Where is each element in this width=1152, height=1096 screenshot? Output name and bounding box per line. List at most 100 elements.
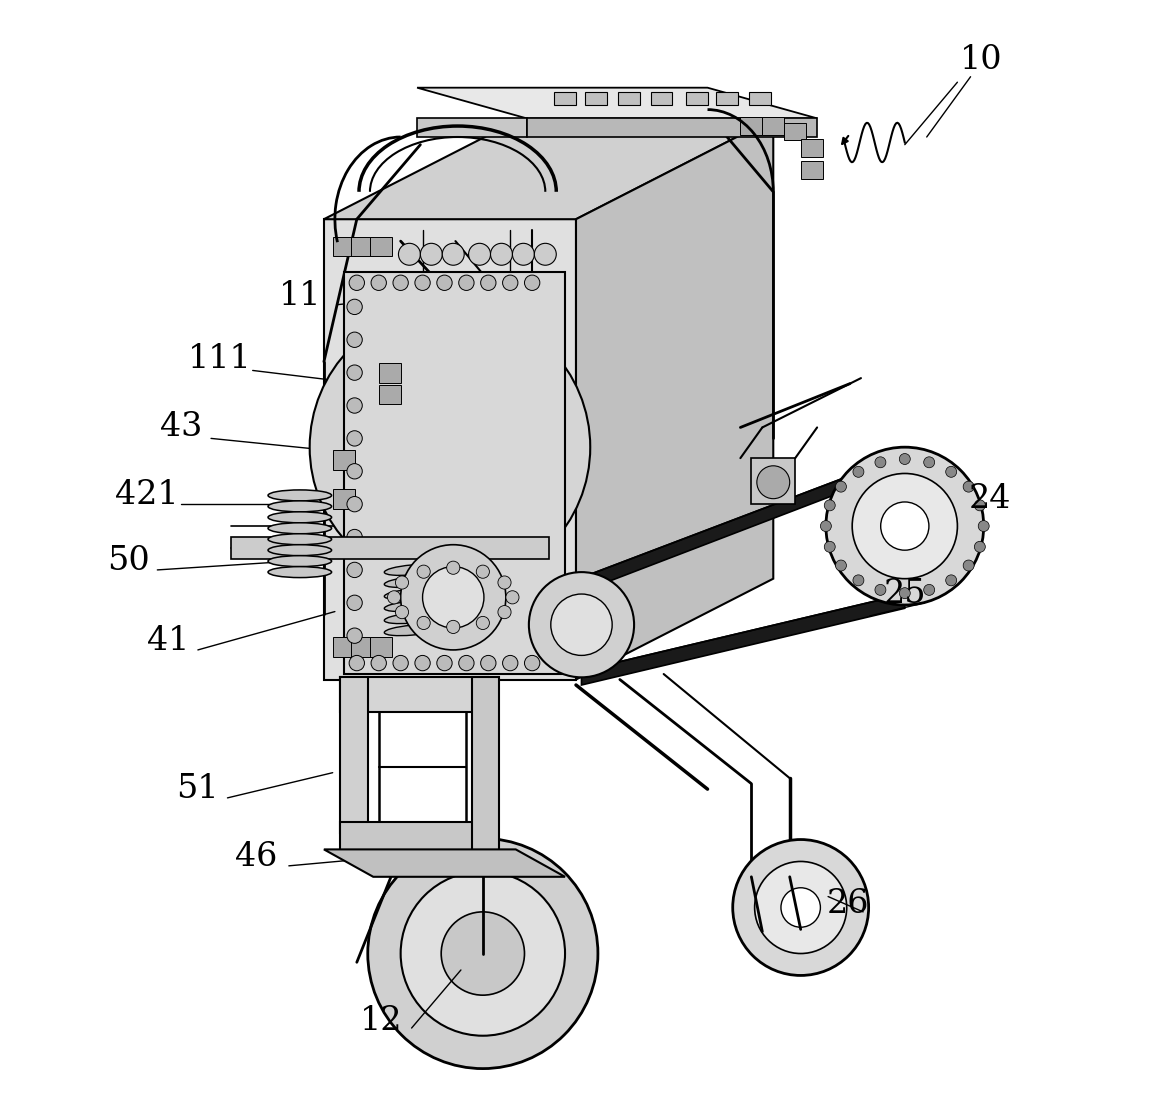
Ellipse shape — [268, 556, 332, 567]
Polygon shape — [333, 637, 355, 657]
Polygon shape — [785, 123, 806, 140]
Text: 24: 24 — [969, 482, 1011, 515]
Polygon shape — [379, 385, 401, 404]
Circle shape — [447, 561, 460, 574]
Ellipse shape — [385, 601, 439, 612]
Circle shape — [387, 591, 401, 604]
Polygon shape — [340, 677, 367, 833]
Circle shape — [371, 655, 386, 671]
Polygon shape — [472, 677, 499, 855]
Circle shape — [437, 275, 452, 290]
Circle shape — [347, 628, 362, 643]
Circle shape — [480, 275, 497, 290]
Polygon shape — [343, 272, 564, 674]
Circle shape — [437, 655, 452, 671]
Polygon shape — [617, 92, 639, 105]
Circle shape — [524, 275, 540, 290]
Polygon shape — [741, 117, 763, 135]
Polygon shape — [763, 117, 785, 135]
Circle shape — [835, 481, 847, 492]
Circle shape — [399, 243, 420, 265]
Polygon shape — [801, 161, 823, 179]
Circle shape — [529, 572, 634, 677]
Polygon shape — [333, 489, 355, 509]
Circle shape — [367, 838, 598, 1069]
Circle shape — [371, 275, 386, 290]
Circle shape — [415, 655, 430, 671]
Ellipse shape — [268, 567, 332, 578]
Polygon shape — [651, 92, 673, 105]
Circle shape — [458, 655, 475, 671]
Circle shape — [415, 275, 430, 290]
Circle shape — [825, 500, 835, 511]
Circle shape — [347, 496, 362, 512]
Polygon shape — [324, 849, 564, 877]
Circle shape — [347, 595, 362, 610]
Circle shape — [946, 575, 956, 586]
Circle shape — [401, 871, 564, 1036]
Circle shape — [900, 454, 910, 465]
Circle shape — [347, 431, 362, 446]
Ellipse shape — [268, 534, 332, 545]
Circle shape — [825, 541, 835, 552]
Ellipse shape — [385, 564, 439, 575]
Text: 11: 11 — [279, 279, 321, 312]
Circle shape — [347, 464, 362, 479]
Circle shape — [852, 575, 864, 586]
Text: 111: 111 — [188, 343, 251, 376]
Circle shape — [476, 566, 490, 579]
Circle shape — [880, 502, 929, 550]
Polygon shape — [582, 594, 904, 685]
Polygon shape — [333, 450, 355, 470]
Circle shape — [395, 576, 409, 590]
Polygon shape — [417, 88, 817, 118]
Polygon shape — [417, 118, 526, 137]
Polygon shape — [801, 139, 823, 157]
Text: 421: 421 — [114, 479, 179, 512]
Circle shape — [946, 466, 956, 477]
Circle shape — [347, 562, 362, 578]
Circle shape — [781, 888, 820, 927]
Bar — [230, 537, 548, 559]
Circle shape — [924, 584, 934, 595]
Polygon shape — [324, 118, 773, 219]
Circle shape — [835, 560, 847, 571]
Circle shape — [458, 275, 475, 290]
Circle shape — [551, 594, 612, 655]
Circle shape — [420, 243, 442, 265]
Polygon shape — [685, 92, 707, 105]
Text: 43: 43 — [160, 411, 203, 444]
Circle shape — [442, 243, 464, 265]
Circle shape — [393, 655, 408, 671]
Text: 12: 12 — [359, 1005, 402, 1038]
Circle shape — [820, 521, 832, 532]
Circle shape — [963, 560, 975, 571]
Circle shape — [524, 655, 540, 671]
Polygon shape — [582, 455, 904, 592]
Circle shape — [349, 275, 364, 290]
Circle shape — [874, 584, 886, 595]
Circle shape — [417, 566, 430, 579]
Circle shape — [498, 605, 511, 618]
Circle shape — [502, 275, 518, 290]
Polygon shape — [351, 637, 373, 657]
Ellipse shape — [268, 490, 332, 501]
Circle shape — [963, 481, 975, 492]
Circle shape — [310, 307, 590, 587]
Circle shape — [755, 861, 847, 954]
Circle shape — [423, 567, 484, 628]
Circle shape — [393, 275, 408, 290]
Circle shape — [874, 457, 886, 468]
Polygon shape — [526, 118, 817, 137]
Circle shape — [498, 576, 511, 590]
Text: 50: 50 — [107, 545, 150, 578]
Circle shape — [349, 655, 364, 671]
Circle shape — [347, 365, 362, 380]
Circle shape — [513, 243, 535, 265]
Polygon shape — [751, 458, 795, 504]
Polygon shape — [576, 118, 773, 680]
Polygon shape — [333, 237, 355, 256]
Circle shape — [502, 655, 518, 671]
Circle shape — [347, 529, 362, 545]
Ellipse shape — [268, 512, 332, 523]
